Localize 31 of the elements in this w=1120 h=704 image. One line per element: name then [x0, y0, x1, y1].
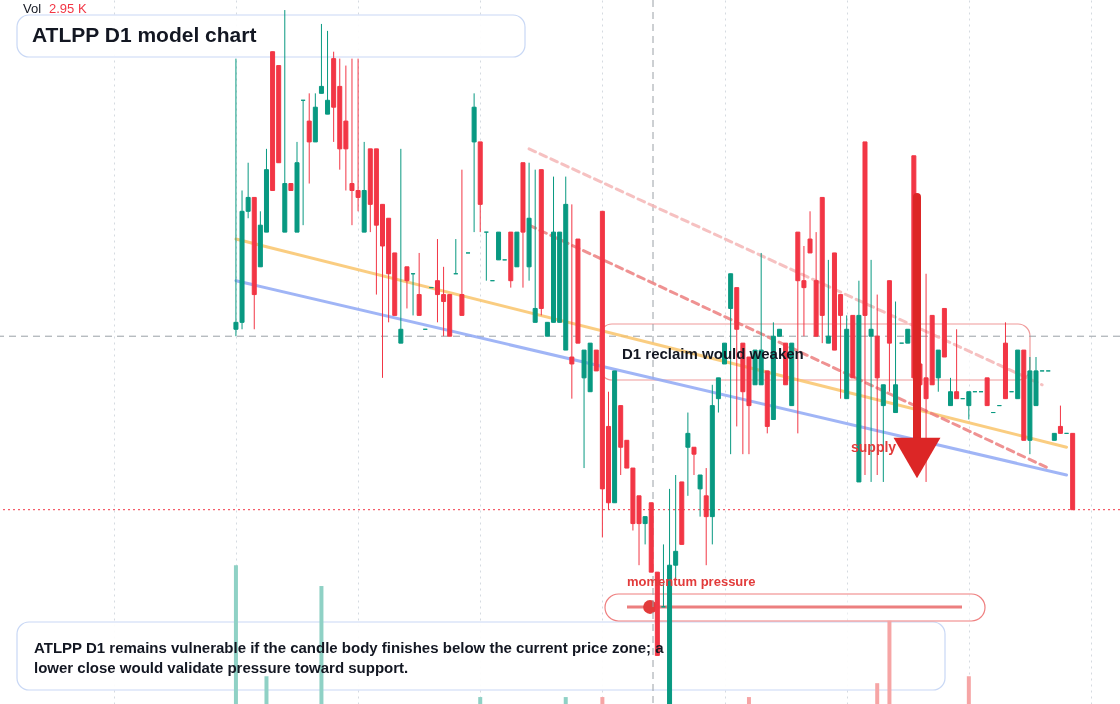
candlestick — [948, 377, 953, 407]
candlestick — [1057, 405, 1063, 434]
bar — [887, 620, 892, 704]
candlestick — [954, 328, 960, 400]
candlestick — [569, 203, 575, 400]
candlestick — [398, 148, 404, 344]
bar — [264, 676, 269, 704]
candlestick — [306, 92, 312, 185]
candlestick — [416, 252, 422, 316]
candlestick — [807, 210, 813, 254]
candlestick — [715, 377, 721, 414]
candlestick — [532, 169, 538, 323]
candlestick — [642, 516, 648, 545]
bar — [600, 697, 605, 704]
bar — [563, 697, 568, 704]
bar — [966, 676, 971, 704]
candlestick — [685, 412, 691, 497]
bar — [746, 697, 751, 704]
candlestick — [404, 266, 410, 309]
bar — [875, 683, 880, 704]
text: Vol — [23, 1, 42, 16]
bar — [478, 697, 483, 704]
candlestick — [459, 169, 465, 316]
candlestick — [325, 30, 331, 115]
text: 2.95 K — [49, 1, 87, 16]
text: ATLPP D1 model chart — [32, 23, 257, 46]
candlestick — [318, 23, 324, 94]
candlestick — [825, 259, 831, 344]
candlestick — [697, 474, 703, 518]
candlestick — [691, 446, 697, 476]
candlestick — [483, 231, 489, 282]
